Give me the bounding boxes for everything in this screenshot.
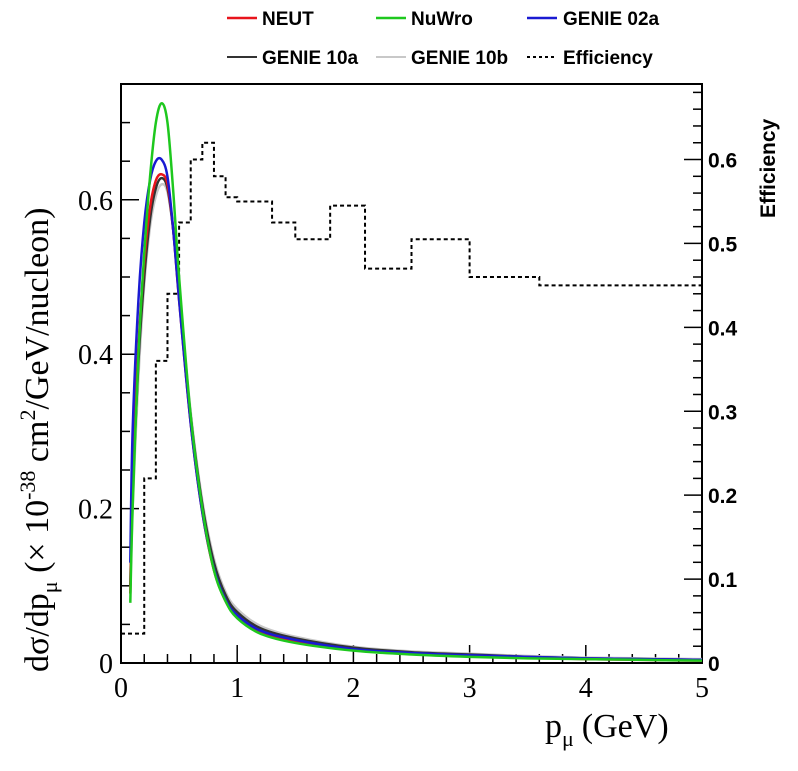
left-tick-label: 0 [99,649,113,680]
y-axis-label-right: Efficiency [757,118,780,218]
legend-label-genie-10b: GENIE 10b [411,48,508,69]
bottom-tick-label: 4 [579,673,593,704]
legend-entry-genie-10b: GENIE 10b [376,48,508,69]
right-tick-label: 0 [708,653,720,676]
legend-entry-genie-02a: GENIE 02a [527,9,660,30]
legend-label-genie-10a: GENIE 10a [262,48,359,69]
legend-label-genie-02a: GENIE 02a [563,9,660,30]
right-tick-label: 0.1 [708,569,738,592]
efficiency-histogram [121,141,702,635]
right-axis-ticks: 0 0.1 0.2 0.3 0.4 0.5 0.6 [684,91,738,676]
bottom-tick-label: 2 [346,673,360,704]
left-tick-label: 0.4 [78,340,113,371]
left-axis-ticks: 0 0.2 0.4 0.6 [78,121,139,680]
right-tick-label: 0.4 [708,317,738,340]
legend-entry-efficiency: Efficiency [527,48,653,69]
legend-label-neut: NEUT [262,9,314,30]
right-tick-label: 0.6 [708,150,737,173]
right-tick-label: 0.3 [708,401,737,424]
left-tick-label: 0.6 [78,186,113,217]
y-axis-label-left: dσ/dpμ (× 10-38 cm2/GeV/nucleon) [15,208,62,673]
bottom-tick-label: 3 [463,673,477,704]
plot-frame [120,83,703,664]
bottom-tick-label: 5 [695,673,709,704]
bottom-axis-ticks: 0 1 2 3 4 5 [114,645,709,704]
x-axis-label: pμ (GeV) [545,708,669,751]
legend-entry-genie-10a: GENIE 10a [227,48,359,69]
legend-entry-nuwro: NuWro [376,9,473,30]
right-tick-label: 0.5 [708,233,738,256]
bottom-tick-label: 1 [230,673,244,704]
efficiency-step-line [121,141,702,635]
legend-label-nuwro: NuWro [411,9,473,30]
series-line-nuwro [129,102,703,662]
legend-label-efficiency: Efficiency [563,48,653,69]
legend-entry-neut: NEUT [227,9,314,30]
bottom-tick-label: 0 [114,673,128,704]
legend: NEUT NuWro GENIE 02a GENIE 10a GENIE 10b… [227,9,660,69]
right-tick-label: 0.2 [708,485,737,508]
left-tick-label: 0.2 [78,495,113,526]
series-lines [129,102,703,662]
